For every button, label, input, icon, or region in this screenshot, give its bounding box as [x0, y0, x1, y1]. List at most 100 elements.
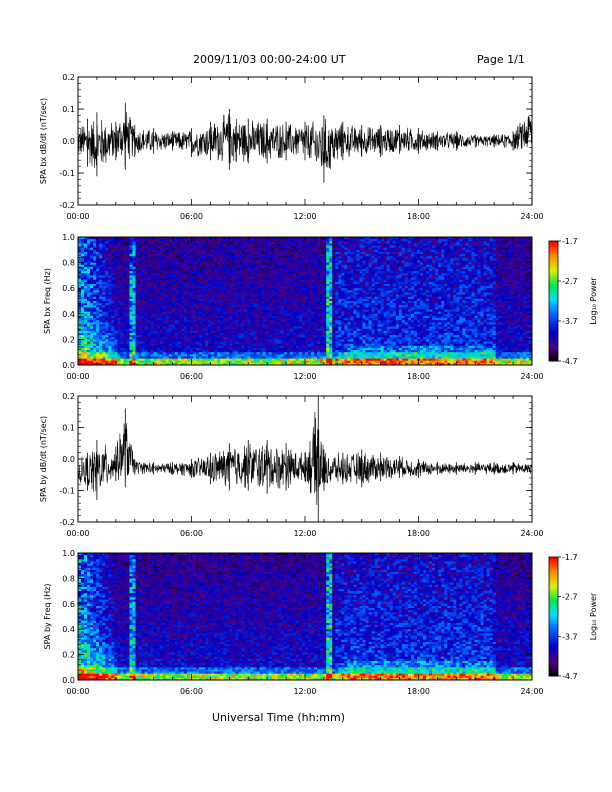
spectro-cell: [223, 260, 227, 263]
spectro-cell: [295, 343, 300, 347]
spectro-cell: [301, 281, 306, 285]
spectro-cell: [265, 281, 270, 285]
spectro-cell: [301, 335, 306, 338]
spectro-cell: [171, 294, 176, 298]
spectro-cell: [193, 333, 197, 336]
spectro-cell: [214, 337, 218, 340]
spectro-cell: [277, 294, 282, 298]
spectro-cell: [301, 241, 306, 244]
spectro-cell: [99, 258, 103, 261]
spectro-cell: [90, 307, 94, 310]
spectro-cell: [283, 283, 288, 287]
spectro-cell: [308, 266, 312, 270]
spectro-cell: [117, 320, 121, 323]
spectro-cell: [208, 237, 212, 240]
spectro-cell: [105, 313, 109, 317]
spectro-cell: [108, 292, 112, 295]
spectro-cell: [250, 275, 254, 278]
spectro-cell: [295, 337, 300, 340]
spectro-cell: [186, 358, 191, 362]
spectro-cell: [117, 262, 121, 266]
spectro-cell: [229, 347, 233, 351]
spectro-cell: [259, 292, 264, 295]
spectro-cell: [301, 303, 306, 306]
spectro-cell: [144, 301, 149, 304]
spectro-cell: [165, 343, 170, 347]
spectro-cell: [311, 254, 315, 257]
spectro-cell: [144, 254, 149, 257]
spectro-cell: [135, 245, 139, 249]
spectro-cell: [84, 358, 88, 362]
spectro-cell: [147, 254, 152, 257]
spectro-cell: [165, 339, 170, 342]
spectro-cell: [199, 341, 203, 345]
spectro-cell: [211, 345, 215, 349]
spectro-cell: [317, 356, 321, 359]
spectro-cell: [193, 273, 197, 276]
spectro-cell: [235, 333, 239, 336]
spectro-cell: [111, 283, 115, 287]
spectro-cell: [90, 309, 94, 313]
spectro-cell: [135, 275, 139, 278]
spectro-cell: [259, 307, 264, 310]
spectro-cell: [247, 337, 251, 340]
spectro-cell: [96, 330, 100, 334]
spectro-cell: [174, 360, 179, 364]
spectro-cell: [93, 271, 97, 274]
spectro-cell: [283, 333, 288, 336]
spectro-cell: [199, 345, 203, 349]
spectro-cell: [220, 256, 224, 259]
spectro-cell: [132, 292, 136, 295]
spectro-cell: [305, 360, 309, 364]
spectro-cell: [141, 347, 145, 351]
spectro-cell: [87, 330, 91, 334]
spectro-cell: [205, 256, 209, 259]
spectro-cell: [301, 350, 306, 353]
spectro-cell: [174, 281, 179, 285]
spectro-cell: [153, 356, 158, 359]
spectro-cell: [189, 307, 194, 310]
spectro-cell: [214, 251, 218, 255]
spectro-cell: [223, 360, 227, 364]
spectro-cell: [211, 241, 215, 244]
spectro-cell: [153, 320, 158, 323]
spectro-cell: [253, 269, 257, 272]
spectro-cell: [102, 301, 106, 304]
spectro-cell: [87, 315, 91, 319]
spectro-cell: [132, 333, 136, 336]
spectro-cell: [132, 315, 136, 319]
spectro-cell: [232, 337, 236, 340]
spectro-cell: [241, 324, 245, 327]
spectro-cell: [102, 328, 106, 332]
spectro-cell: [171, 326, 176, 330]
spectro-cell: [220, 318, 224, 321]
spectro-cell: [244, 341, 248, 345]
spectro-cell: [202, 347, 206, 351]
spectro-cell: [277, 296, 282, 300]
spectro-cell: [165, 333, 170, 336]
spectro-cell: [153, 328, 158, 332]
spectro-cell: [189, 309, 194, 313]
spectro-cell: [93, 326, 97, 330]
spectro-cell: [298, 254, 303, 257]
spectro-cell: [159, 279, 164, 283]
spectro-cell: [180, 356, 185, 359]
spectro-cell: [205, 343, 209, 347]
spectro-cell: [314, 239, 318, 242]
spectro-cell: [90, 260, 94, 263]
spectro-cell: [314, 354, 318, 357]
spectro-cell: [156, 286, 161, 289]
spectro-cell: [314, 262, 318, 266]
spectro-cell: [235, 356, 239, 359]
spectro-cell: [229, 345, 233, 349]
spectro-cell: [183, 249, 188, 253]
spectro-cell: [135, 354, 139, 357]
spectro-cell: [235, 298, 239, 302]
spectro-cell: [217, 286, 221, 289]
spectro-cell: [193, 262, 197, 266]
spectro-cell: [193, 254, 197, 257]
spectro-cell: [193, 260, 197, 263]
spectro-cell: [196, 347, 200, 351]
spectro-cell: [314, 307, 318, 310]
spectro-cell: [280, 264, 285, 268]
